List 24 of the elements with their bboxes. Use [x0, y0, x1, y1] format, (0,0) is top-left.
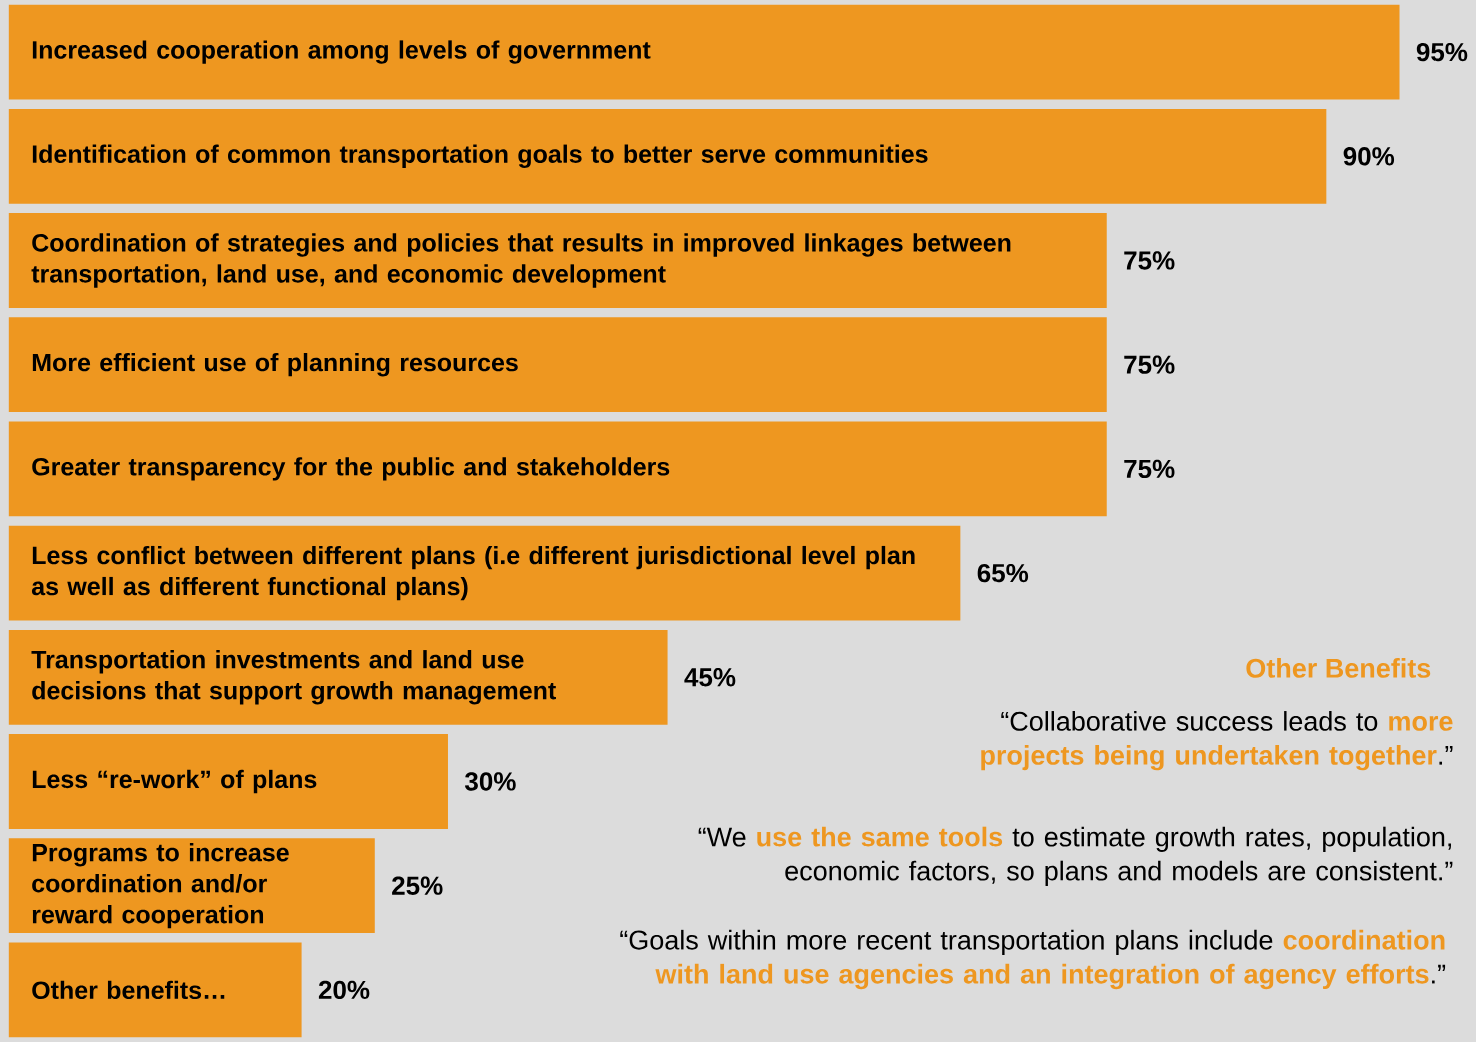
annotation: “Goals within more recent transportation plans include coordination with land use agencies and an integration of agency efforts.”	[620, 929, 1446, 990]
data-label: 75%	[1124, 251, 1175, 270]
data-label: 75%	[1124, 459, 1175, 479]
y-tick-label: Less conflict between different plans (i.e different jurisdictional level plan as well as different functional plans)	[31, 545, 915, 601]
data-label: 45%	[684, 668, 736, 687]
data-label: 20%	[318, 980, 370, 1000]
data-label: 65%	[977, 563, 1029, 583]
y-tick-label: Other benefits…	[32, 980, 225, 1000]
data-label: 75%	[1124, 355, 1175, 374]
y-tick-label: Coordination of strategies and policies that results in improved linkages between transportation, land use, and economic development	[31, 233, 1011, 288]
y-tick-label: Identification of common transportation goals to better serve communities	[32, 144, 928, 169]
data-label: 30%	[464, 772, 516, 791]
data-label: 95%	[1416, 42, 1468, 62]
y-tick-label: More efficient use of planning resources	[32, 352, 518, 377]
y-tick-label: Programs to increase coordination and/or reward cooperation	[32, 843, 289, 929]
y-tick-label: Greater transparency for the public and stakeholders	[32, 457, 670, 481]
y-tick-label: Transportation investments and land use decisions that support growth management	[31, 650, 556, 705]
y-tick-label: Less “re-work” of plans	[32, 769, 317, 794]
annotation: Other Benefits	[1246, 658, 1431, 678]
data-label: 90%	[1343, 147, 1395, 166]
y-tick-label: Increased cooperation among levels of government	[32, 40, 651, 64]
annotation: “We use the same tools to estimate growth rates, population, economic factors, so plans and models are consistent.”	[698, 826, 1453, 886]
annotation: “Collaborative success leads to more projects being undertaken together.”	[981, 711, 1453, 771]
data-label: 25%	[392, 876, 443, 895]
